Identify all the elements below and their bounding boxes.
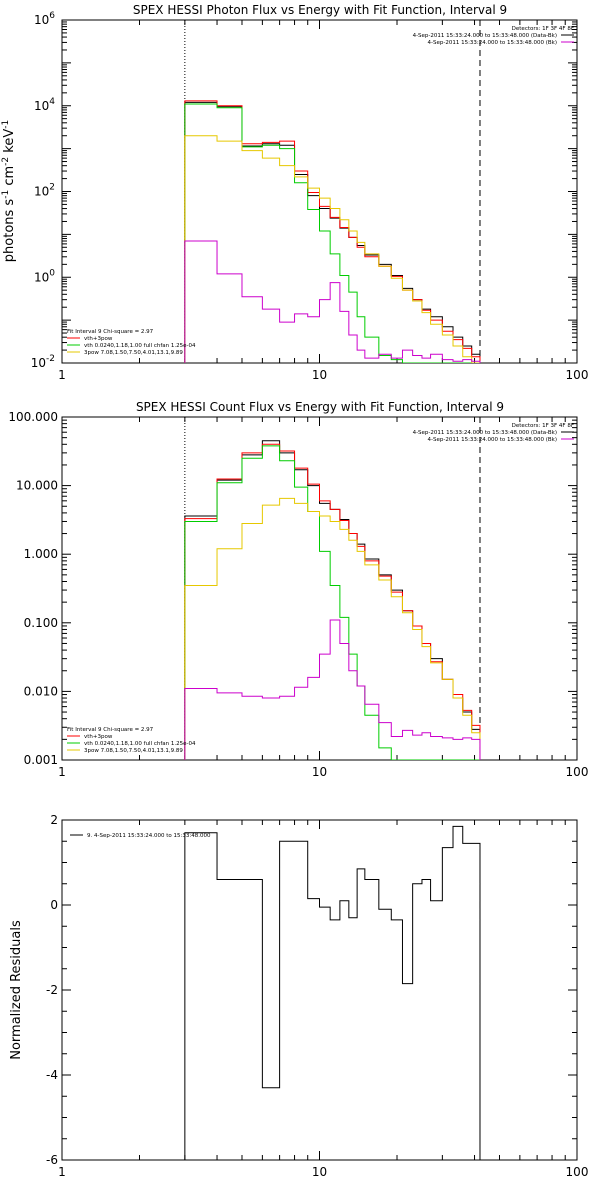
series-residuals (184, 825, 481, 1160)
count-flux-series (184, 440, 481, 760)
y-tick-label-exponent: 2 (49, 183, 55, 193)
count-flux-legend-bottom: Fit Interval 9 Chi-square = 2.97 vth+3po… (67, 727, 196, 754)
legend-fit-header: Fit Interval 9 Chi-square = 2.97 (67, 329, 154, 335)
ylabel-unit-cm: cm (2, 166, 17, 190)
series-vth-3pow (184, 443, 481, 760)
legend-detectors-label: Detectors: 1F 3F 4F 8F (512, 26, 574, 32)
photon-flux-markers (184, 20, 481, 363)
y-tick-label-base: 10 (34, 185, 49, 199)
y-tick-label: 10.000 (16, 479, 58, 493)
x-tick-label: 100 (566, 1165, 589, 1179)
y-tick-label: 100 (34, 268, 55, 284)
x-tick-label: 1 (58, 1165, 66, 1179)
residuals-ylabel: Normalized Residuals (9, 920, 24, 1060)
residuals-ticks: 1 10 100 -6 -4 -2 0 2 (46, 813, 588, 1179)
legend-entry-vth-3pow: vth+3pow (84, 734, 113, 740)
y-tick-label-exponent: 0 (49, 268, 55, 278)
x-tick-label: 1 (58, 765, 66, 779)
legend-entry-bk: 4-Sep-2011 15:33:24.000 to 15:33:48.000 … (428, 40, 558, 46)
y-tick-label-exponent: 6 (49, 11, 55, 21)
photon-flux-title: SPEX HESSI Photon Flux vs Energy with Fi… (133, 3, 507, 17)
ylabel-unit-kev: keV (2, 129, 17, 157)
y-tick-label: -6 (46, 1153, 58, 1167)
y-tick-label: 100.000 (8, 410, 58, 424)
legend-entry-3pow: 3pow 7.08,1.50,7.50,4.01,13.1,9.89 (84, 350, 183, 356)
count-flux-legend-top: Detectors: 1F 3F 4F 8F 4-Sep-2011 15:33:… (413, 423, 574, 443)
y-tick-label: 0.010 (24, 684, 58, 698)
y-tick-label: 102 (34, 183, 55, 199)
series-data-bk (184, 101, 481, 363)
series-3pow (184, 135, 480, 363)
legend-entry-data-bk: 4-Sep-2011 15:33:24.000 to 15:33:48.000 … (413, 430, 557, 436)
legend-entry-residuals: 9. 4-Sep-2011 15:33:24.000 to 15:33:48.0… (87, 833, 211, 839)
x-tick-label: 1 (58, 368, 66, 382)
y-tick-label: -4 (46, 1068, 58, 1082)
photon-flux-series (184, 100, 481, 363)
series-vth-3pow (184, 100, 481, 363)
y-tick-label-base: 10 (34, 99, 49, 113)
photon-flux-legend-bottom: Fit Interval 9 Chi-square = 2.97 vth+3po… (67, 329, 196, 356)
x-tick-label: 100 (566, 368, 589, 382)
x-tick-label: 10 (312, 765, 327, 779)
legend-entry-bk: 4-Sep-2011 15:33:24.000 to 15:33:48.000 … (428, 437, 558, 443)
ylabel-exp-kev: -1 (1, 120, 11, 129)
count-flux-axes-frame (61, 416, 578, 761)
x-tick-label: 10 (312, 1165, 327, 1179)
count-flux-markers (184, 417, 481, 760)
residuals-panel: Normalized Residuals 1 10 100 -6 -4 -2 0 2 9. 4… (9, 813, 588, 1179)
y-tick-label-base: 10 (34, 270, 49, 284)
series-vth (184, 103, 480, 363)
legend-detectors-label: Detectors: 1F 3F 4F 8F (512, 423, 574, 429)
y-tick-label: -2 (46, 983, 58, 997)
y-tick-label: 0 (50, 898, 58, 912)
x-tick-label: 10 (312, 368, 327, 382)
series-3pow (184, 497, 481, 760)
series-data-bk (184, 440, 481, 760)
legend-entry-data-bk: 4-Sep-2011 15:33:24.000 to 15:33:48.000 … (413, 33, 557, 39)
legend-entry-vth: vth 0.0240,1.18,1.00 full chfan 1.25e-04 (84, 741, 196, 747)
x-tick-label: 100 (566, 765, 589, 779)
y-tick-label-exponent: -2 (46, 354, 55, 364)
series-bk (184, 619, 481, 760)
y-tick-label-base: 10 (34, 13, 49, 27)
y-tick-label: 104 (34, 97, 55, 113)
photon-flux-panel: SPEX HESSI Photon Flux vs Energy with Fi… (1, 3, 588, 382)
ylabel-exp-cm: -2 (1, 157, 11, 166)
ylabel-unit-photons: photons s (2, 199, 17, 263)
y-tick-label: 10-2 (31, 354, 55, 370)
y-tick-label: 0.001 (24, 753, 58, 767)
residuals-series (184, 825, 481, 1160)
photon-flux-ylabel: photons s-1 cm-2 keV-1 (1, 120, 17, 262)
residuals-axes-frame (61, 819, 578, 1161)
count-flux-ticks: 1 10 100 0.001 0.010 0.100 1.000 10.000 100.000 (8, 410, 588, 779)
series-bk (184, 240, 481, 363)
count-flux-title: SPEX HESSI Count Flux vs Energy with Fit… (136, 400, 504, 414)
legend-entry-3pow: 3pow 7.08,1.50,7.50,4.01,13.1,9.89 (84, 748, 183, 754)
series-vth (184, 445, 480, 760)
legend-entry-vth: vth 0.0240,1.18,1.00 full chfan 1.25e-04 (84, 343, 196, 349)
count-flux-panel: SPEX HESSI Count Flux vs Energy with Fit… (8, 400, 588, 779)
ylabel-exp-s: -1 (1, 190, 11, 199)
y-tick-label: 2 (50, 813, 58, 827)
photon-flux-legend-top: Detectors: 1F 3F 4F 8F 4-Sep-2011 15:33:… (413, 26, 574, 46)
y-tick-label: 1.000 (24, 547, 58, 561)
y-tick-label-base: 10 (31, 356, 46, 370)
y-tick-label-exponent: 4 (49, 97, 55, 107)
y-tick-label: 106 (34, 11, 55, 27)
y-tick-label: 0.100 (24, 616, 58, 630)
legend-entry-vth-3pow: vth+3pow (84, 336, 113, 342)
residuals-legend: 9. 4-Sep-2011 15:33:24.000 to 15:33:48.0… (70, 833, 211, 839)
legend-fit-header: Fit Interval 9 Chi-square = 2.97 (67, 727, 154, 733)
